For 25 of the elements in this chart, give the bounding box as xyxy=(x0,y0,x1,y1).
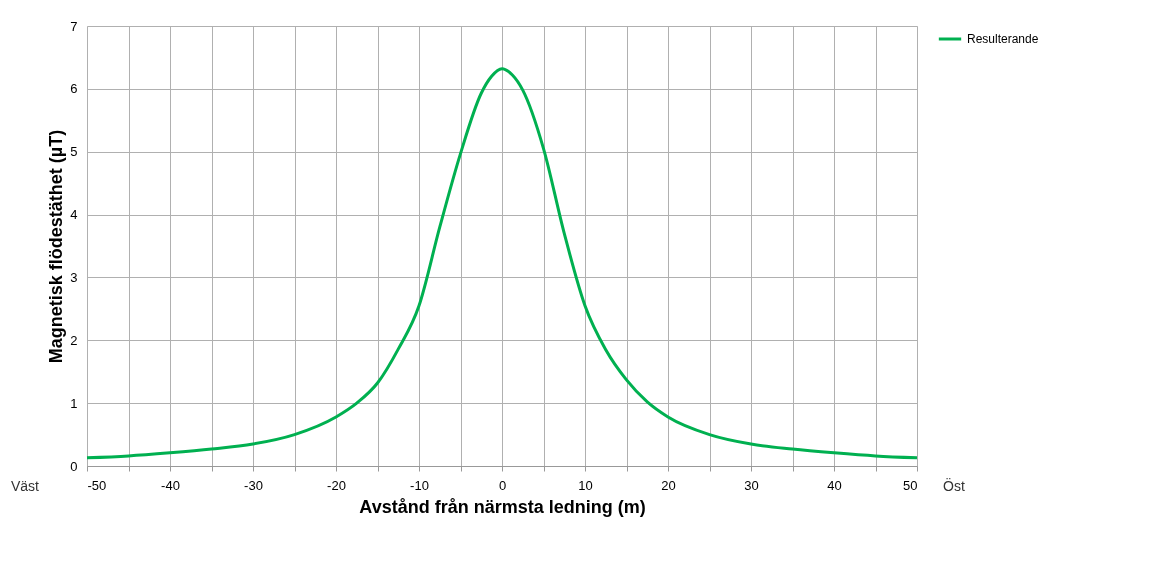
x-tick-label: 0 xyxy=(498,477,507,493)
x-tick-label: 50 xyxy=(903,477,918,493)
y-tick-label: 7 xyxy=(70,18,78,34)
x-tick-label: -50 xyxy=(87,477,107,493)
legend-label: Resulterande xyxy=(967,32,1039,46)
x-tick-label: 30 xyxy=(744,477,759,493)
y-tick-label: 1 xyxy=(70,395,78,411)
x-tick-label: -30 xyxy=(244,477,263,493)
y-tick-label: 6 xyxy=(70,81,78,97)
x-axis-title: Avstånd från närmsta ledning (m) xyxy=(359,496,646,517)
line-series xyxy=(85,67,919,460)
y-tick-label: 2 xyxy=(70,332,78,348)
x-tick-label: 20 xyxy=(661,477,676,493)
y-tick-label: 5 xyxy=(70,144,78,160)
y-tick-label: 0 xyxy=(70,458,78,474)
x-tick-label: -20 xyxy=(327,477,346,493)
x-tick-label: -40 xyxy=(161,477,180,493)
y-tick-label: 4 xyxy=(70,207,78,223)
x-tick-label: 10 xyxy=(578,477,593,493)
text: Väst xyxy=(10,478,40,494)
y-axis-title: Magnetisk flödestäthet (µT) xyxy=(46,129,67,364)
y-tick-label: 3 xyxy=(70,269,78,285)
text: Öst xyxy=(943,477,965,494)
x-tick-label: -10 xyxy=(410,477,429,493)
x-tick-label: 40 xyxy=(827,477,842,493)
